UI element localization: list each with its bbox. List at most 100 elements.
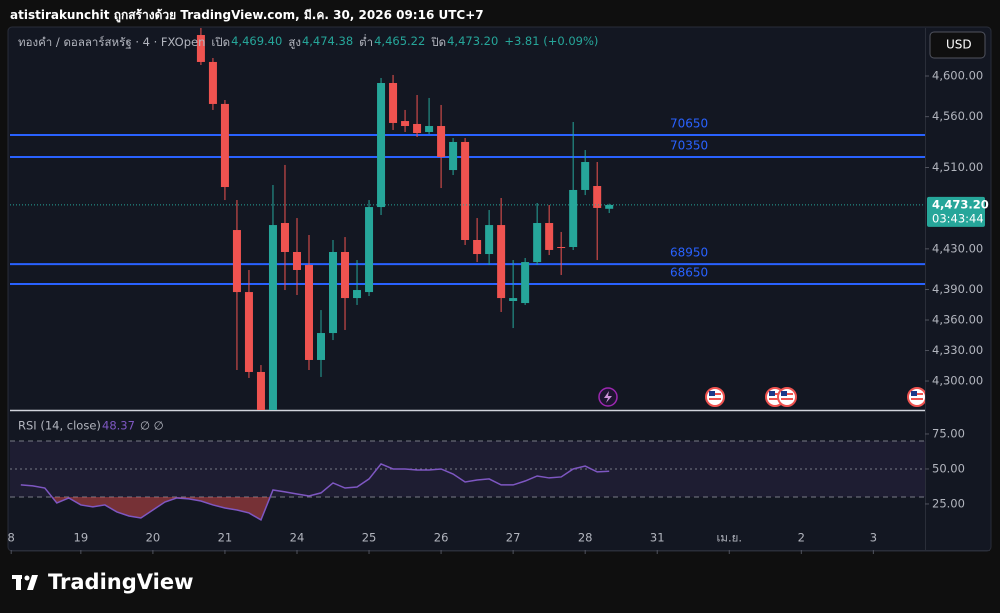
- ohlc-item: เปิด 4,469.40: [211, 34, 282, 52]
- last-price-box: [927, 196, 985, 227]
- y-tick-label: 4,330.00: [932, 343, 983, 357]
- flag-icon[interactable]: [777, 387, 797, 407]
- rsi-extra: ∅ ∅: [140, 419, 164, 433]
- candle-body: [389, 83, 398, 123]
- event-icons: [598, 387, 926, 407]
- candle-body: [569, 189, 578, 248]
- x-tick-label: 3: [870, 531, 877, 545]
- candle-body: [413, 123, 422, 134]
- ohlc-value: 4,474.38: [301, 34, 354, 48]
- ohlc-item: ปิด 4,473.20: [431, 34, 498, 52]
- y-tick-label: 4,300.00: [932, 374, 983, 388]
- y-tick-label: 4,600.00: [932, 68, 983, 82]
- brand: TradingView: [48, 570, 194, 594]
- candle-body: [377, 83, 386, 208]
- x-tick-label: 31: [650, 531, 665, 545]
- legend: ทองคำ / ดอลลาร์สหรัฐ · 4 · FXOpen เปิด 4,…: [18, 34, 598, 52]
- candle-body: [256, 371, 265, 410]
- ohlc: เปิด 4,469.40 สูง 4,474.38 ต่ำ 4,465.22 ปิด 4,4…: [211, 34, 498, 52]
- y-tick-label: 4,430.00: [932, 241, 983, 255]
- ohlc-label: ปิด: [431, 35, 447, 49]
- flag-icon[interactable]: [705, 387, 725, 407]
- brand-logo: [12, 575, 38, 590]
- horizontal-line-label: 70650: [670, 116, 708, 130]
- candle-body: [437, 126, 446, 158]
- x-tick-label: 20: [146, 531, 161, 545]
- x-tick-label: 8: [8, 531, 15, 545]
- x-tick-label: 2: [798, 531, 805, 545]
- candle-body: [497, 225, 506, 299]
- flag-canton: [709, 391, 715, 396]
- logo-part: [27, 575, 38, 590]
- x-tick-label: 26: [434, 531, 449, 545]
- candle-body: [545, 223, 554, 250]
- symbol-title: ทองคำ / ดอลลาร์สหรัฐ · 4 · FXOpen: [18, 35, 206, 49]
- candle-body: [521, 262, 530, 304]
- candle-body: [509, 298, 518, 302]
- y-tick-label: 4,510.00: [932, 160, 983, 174]
- horizontal-line-label: 68950: [670, 246, 708, 260]
- candle-body: [232, 230, 241, 293]
- ohlc-item: สูง 4,474.38: [288, 34, 353, 52]
- horizontal-line-label: 70350: [670, 139, 708, 153]
- rsi-band: [10, 440, 925, 497]
- flag-circle: [705, 387, 725, 407]
- last-price-label: 4,473.20: [932, 197, 989, 211]
- flag-stripe: [911, 398, 923, 400]
- candle-body: [329, 251, 338, 334]
- candle-body: [461, 141, 470, 240]
- candle-body: [485, 225, 494, 255]
- candle-body: [605, 204, 614, 209]
- candle-body: [401, 121, 410, 127]
- flag-stripe: [709, 398, 721, 400]
- currency-button[interactable]: [929, 31, 986, 59]
- rsi-y-tick-label: 50.00: [932, 461, 965, 475]
- lightning-icon: [604, 391, 612, 403]
- rsi-title: RSI (14, close): [18, 419, 101, 433]
- ohlc-label: เปิด: [211, 35, 231, 49]
- flag-canton: [911, 391, 917, 396]
- rsi-y-tick-label: 25.00: [932, 496, 965, 510]
- header: atistirakunchit ถูกสร้างด้วย TradingView…: [10, 8, 484, 22]
- logo-part: [16, 575, 21, 590]
- ohlc-item: ต่ำ 4,465.22: [359, 34, 425, 52]
- candle-body: [280, 223, 289, 252]
- y-tick-label: 4,390.00: [932, 282, 983, 296]
- change: +3.81 (+0.09%): [504, 34, 599, 48]
- candle-body: [196, 35, 205, 62]
- candle-body: [341, 251, 350, 299]
- candle-body: [317, 333, 326, 360]
- rsi-oversold-area: [20, 496, 610, 520]
- candle-body: [581, 162, 590, 190]
- x-tick-label: 24: [290, 531, 305, 545]
- candle-body: [449, 141, 458, 171]
- y-tick-label: 4,560.00: [932, 109, 983, 123]
- flag-stripe: [769, 398, 781, 400]
- flag-stripe: [781, 398, 793, 400]
- candle-body: [425, 126, 434, 133]
- rsi-line: [20, 463, 610, 522]
- flag-canton: [769, 391, 775, 396]
- candle-body: [292, 251, 301, 270]
- ohlc-value: 4,473.20: [447, 34, 499, 48]
- ohlc-label: ต่ำ: [359, 35, 374, 49]
- candle-body: [268, 225, 277, 410]
- x-tick-label: 28: [578, 531, 593, 545]
- x-tick-label: 21: [218, 531, 233, 545]
- candle-body: [473, 239, 482, 255]
- candle-body: [593, 186, 602, 208]
- y-tick-label: 4,360.00: [932, 313, 983, 327]
- countdown: 03:43:44: [932, 211, 984, 225]
- ohlc-value: 4,465.22: [374, 34, 426, 48]
- x-tick-label: เม.ย.: [716, 531, 742, 545]
- flag-canton: [781, 391, 787, 396]
- flag-circle: [777, 387, 797, 407]
- flag-icon[interactable]: [907, 387, 926, 407]
- candle-body: [244, 292, 253, 372]
- x-tick-label: 19: [74, 531, 89, 545]
- candle-body: [533, 223, 542, 263]
- horizontal-line-label: 68650: [670, 266, 708, 280]
- x-tick-label: 25: [362, 531, 377, 545]
